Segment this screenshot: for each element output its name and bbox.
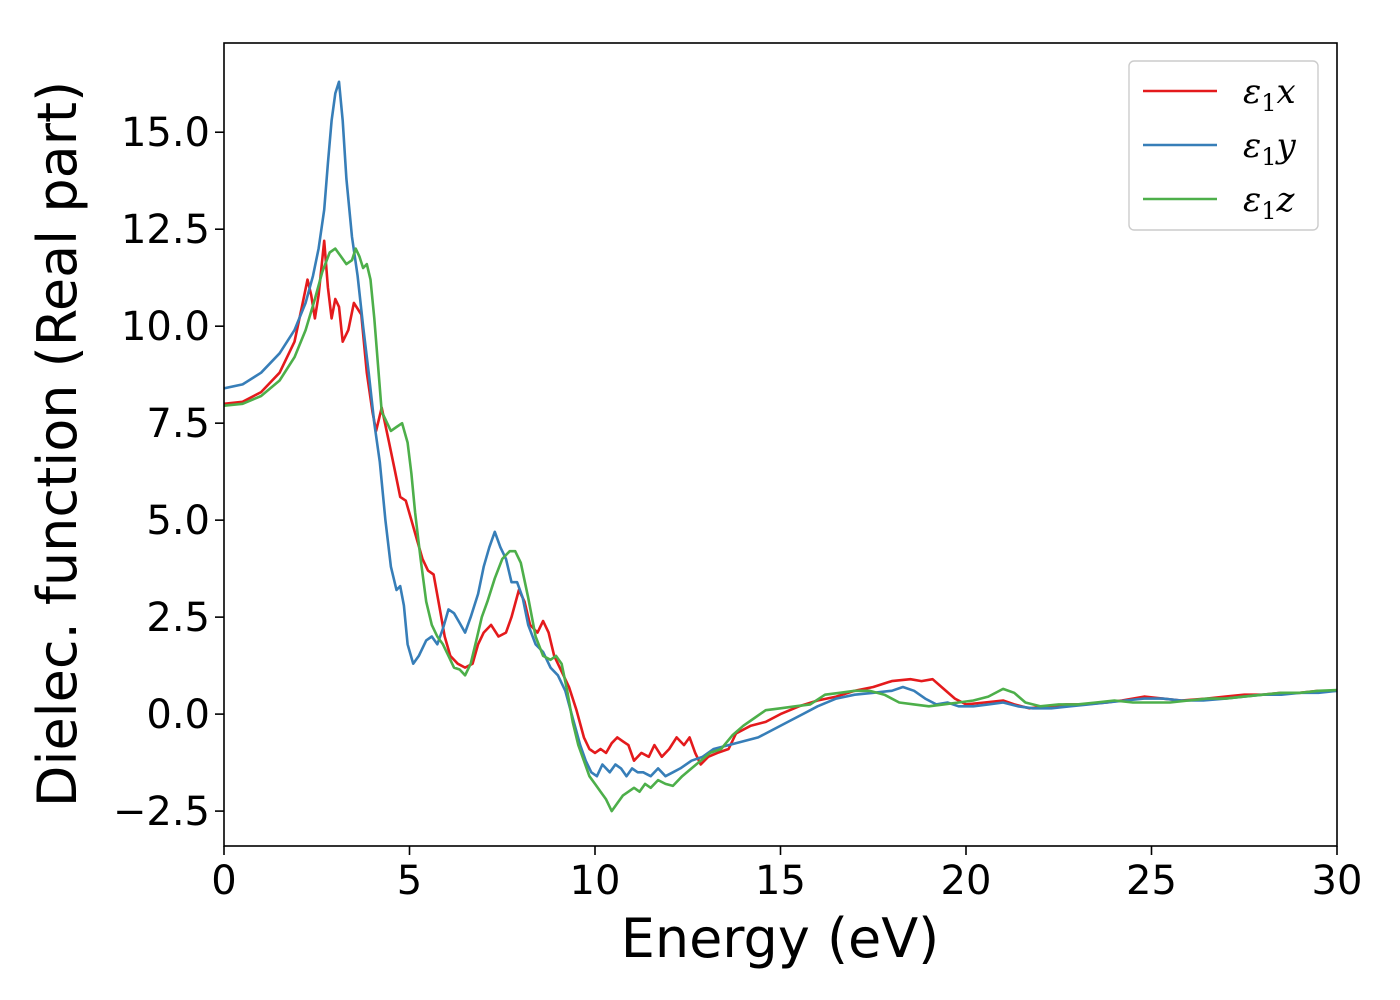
y-tick-label: 12.5 bbox=[121, 207, 210, 253]
series-line-z bbox=[224, 247, 1337, 813]
x-tick-label: 5 bbox=[397, 858, 422, 904]
legend-label-y: ε1y bbox=[1243, 126, 1297, 171]
series-line-x bbox=[224, 239, 1337, 766]
y-tick-label: −2.5 bbox=[113, 789, 210, 835]
x-tick-label: 15 bbox=[755, 858, 806, 904]
x-axis-ticks: 0 5 10 15 20 25 30 bbox=[211, 846, 1362, 904]
x-tick-label: 30 bbox=[1312, 858, 1363, 904]
x-axis-label: Energy (eV) bbox=[621, 907, 940, 970]
x-tick-label: 10 bbox=[570, 858, 621, 904]
legend: ε1x ε1y ε1z bbox=[1128, 60, 1319, 231]
y-tick-label: 2.5 bbox=[146, 595, 210, 641]
y-tick-label: 0.0 bbox=[146, 692, 210, 738]
x-tick-label: 20 bbox=[941, 858, 992, 904]
y-tick-label: 10.0 bbox=[121, 304, 210, 350]
series-layer bbox=[224, 80, 1337, 813]
y-tick-label: 5.0 bbox=[146, 498, 210, 544]
legend-box bbox=[1128, 60, 1319, 231]
x-tick-label: 0 bbox=[211, 858, 236, 904]
y-tick-label: 15.0 bbox=[121, 110, 210, 156]
legend-label-z: ε1z bbox=[1243, 180, 1296, 225]
y-axis-ticks: −2.5 0.0 2.5 5.0 7.5 10.0 12.5 15.0 bbox=[113, 110, 224, 835]
x-tick-label: 25 bbox=[1126, 858, 1177, 904]
series-line-y bbox=[224, 80, 1337, 778]
y-tick-label: 7.5 bbox=[146, 401, 210, 447]
y-axis-label: Dielec. function (Real part) bbox=[26, 81, 89, 807]
legend-label-x: ε1x bbox=[1243, 72, 1296, 117]
